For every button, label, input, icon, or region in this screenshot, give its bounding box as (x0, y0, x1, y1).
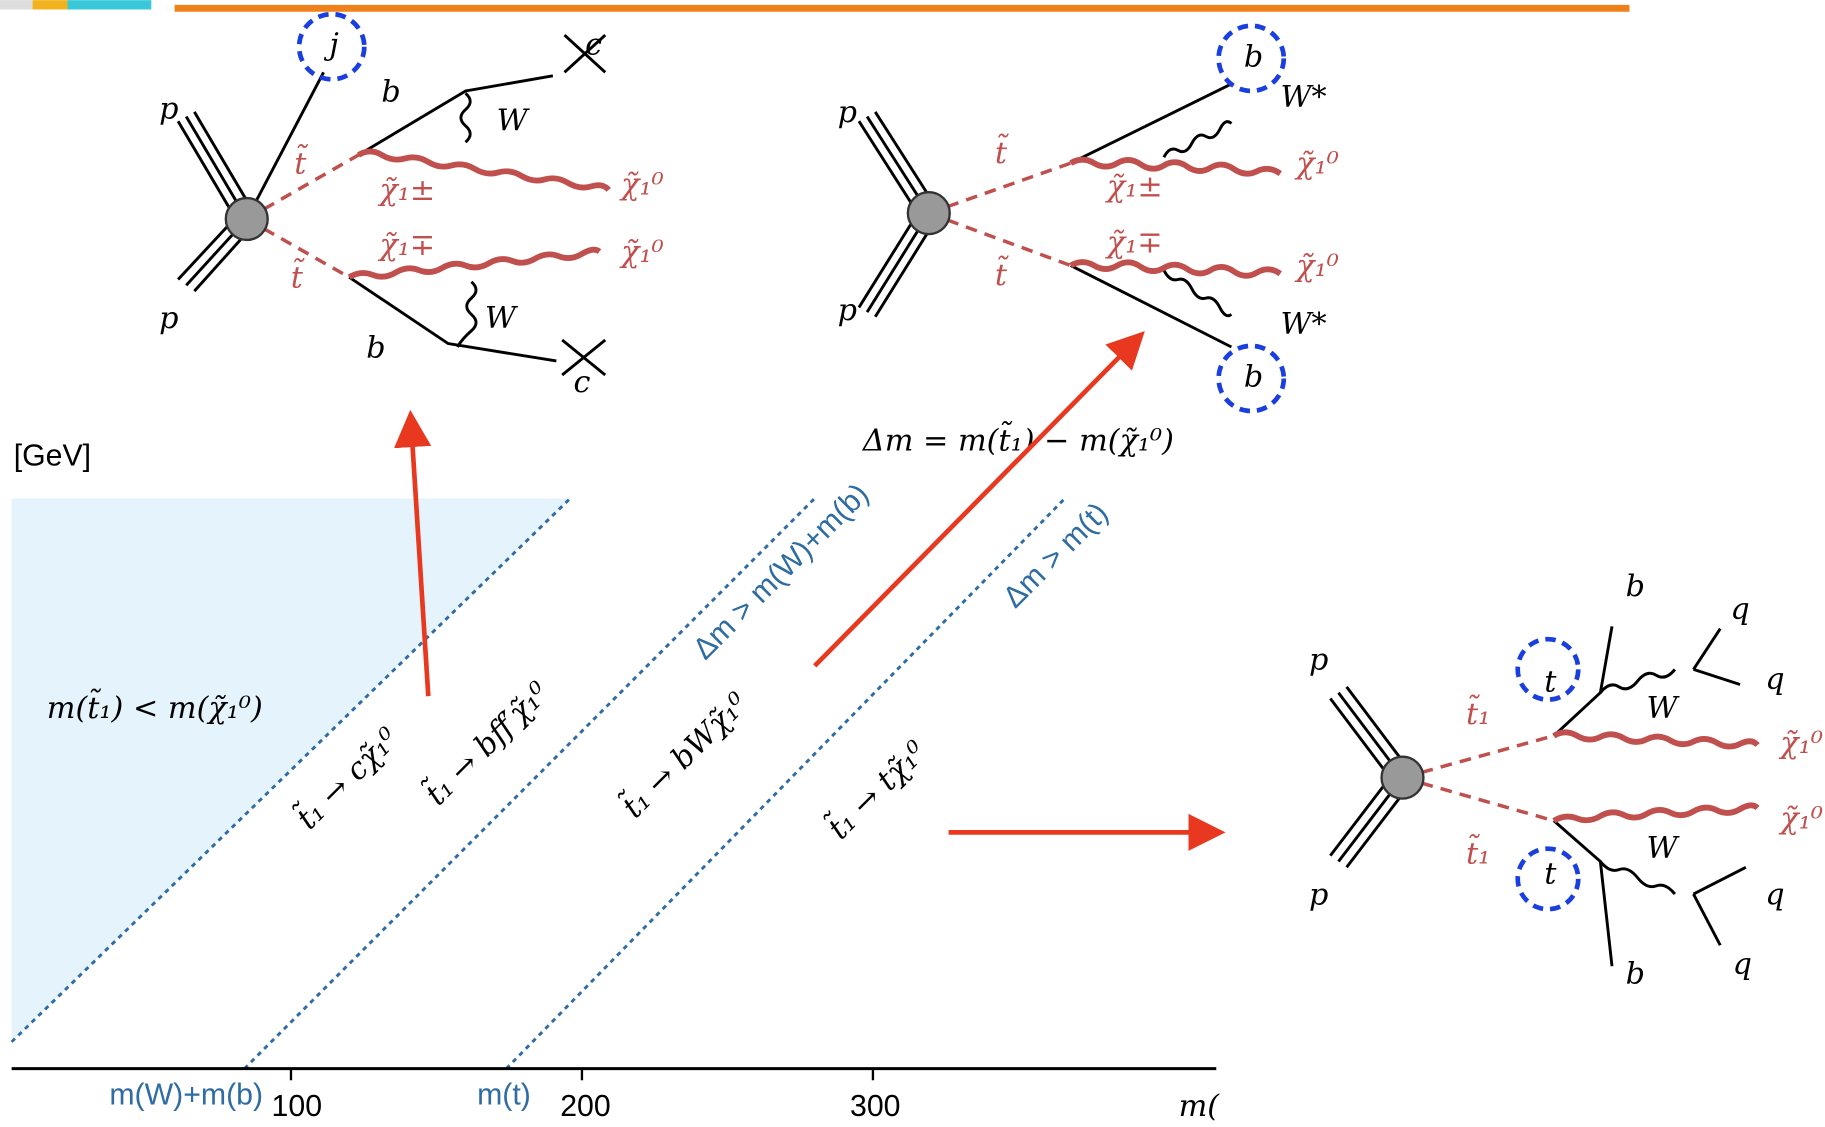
label: χ̃₁∓ (377, 228, 435, 263)
label: t̃ (995, 256, 1010, 294)
label: t̃ (294, 144, 309, 182)
boundary-label: Δm > m(t) (997, 497, 1115, 615)
label: t (1544, 856, 1557, 891)
label: q (1730, 592, 1749, 627)
plot: [GeV] 100 200 300 m( m(W)+m(b) m(t) Δm >… (12, 440, 1221, 1125)
label: t̃₁ (1466, 834, 1490, 872)
header (0, 0, 1629, 9)
label: b (1626, 569, 1645, 604)
label: W (485, 301, 519, 336)
label: p (838, 293, 857, 328)
label: W (497, 103, 531, 138)
label: W (1647, 831, 1681, 866)
label: p (159, 92, 178, 127)
threshold: m(W)+m(b) (109, 1079, 263, 1112)
diagram: b b p p W* W* t̃ t̃ χ̃₁± χ̃₁∓ χ̃₁⁰ χ̃₁⁰ (838, 26, 1339, 411)
threshold: m(t) (477, 1079, 531, 1112)
tick: 100 (272, 1090, 322, 1123)
label: j (323, 28, 338, 63)
label: q (1733, 947, 1752, 982)
label: χ̃₁± (1105, 170, 1163, 205)
label: W* (1280, 307, 1326, 342)
label: p (159, 301, 178, 336)
label: t (1544, 664, 1557, 699)
unit: [GeV] (14, 440, 91, 473)
diagram: j p p b b W W c c t̃ t̃ χ̃₁± χ̃₁∓ χ̃₁⁰ χ… (159, 14, 664, 400)
diagram: p p t t t̃₁ t̃₁ W W b b q q q q χ̃₁⁰ χ̃₁… (1309, 569, 1823, 992)
delta-m: Δm = m(t̃₁) − m(χ̃₁⁰) (862, 421, 1174, 459)
label: p (838, 95, 857, 130)
decay: t̃₁ → bff′χ̃₁⁰ (417, 674, 556, 813)
label: t̃ (995, 133, 1010, 171)
label: b (1244, 39, 1263, 74)
label: χ̃₁⁰ (1294, 146, 1339, 181)
label: W (1647, 691, 1681, 726)
tick: 200 (560, 1090, 610, 1123)
label: χ̃₁± (377, 173, 435, 208)
label: χ̃₁⁰ (1778, 802, 1823, 837)
label: p (1309, 877, 1328, 912)
label: c (585, 28, 602, 63)
label: t̃₁ (1466, 694, 1490, 732)
region-label: m(t̃₁) < m(χ̃₁⁰) (47, 689, 263, 727)
label: b (366, 330, 385, 365)
label: q (1765, 877, 1784, 912)
label: W* (1280, 80, 1326, 115)
label: b (381, 74, 400, 109)
arrows (411, 338, 1216, 833)
label: b (1626, 957, 1645, 992)
label: p (1309, 642, 1328, 677)
axis-label: m( (1179, 1089, 1221, 1124)
label: χ̃₁⁰ (619, 235, 664, 270)
label: χ̃₁∓ (1105, 226, 1163, 261)
label: q (1765, 662, 1784, 697)
decay: t̃₁ → bWχ̃₁⁰ (614, 684, 755, 825)
label: χ̃₁⁰ (1778, 726, 1823, 761)
label: b (1244, 359, 1263, 394)
boundary-label: Δm > m(W)+m(b) (687, 477, 876, 666)
label: c (573, 365, 590, 400)
label: χ̃₁⁰ (619, 167, 664, 202)
tick: 300 (850, 1090, 900, 1123)
label: χ̃₁⁰ (1294, 249, 1339, 284)
slide: [GeV] 100 200 300 m( m(W)+m(b) m(t) Δm >… (0, 0, 1825, 1127)
label: t̃ (291, 258, 306, 296)
decay: t̃₁ → tχ̃₁⁰ (820, 733, 934, 847)
